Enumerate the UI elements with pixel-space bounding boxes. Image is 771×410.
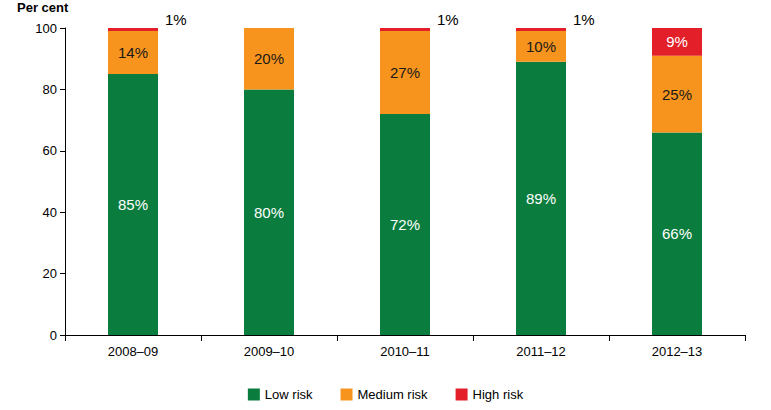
svg-text:Per cent: Per cent bbox=[17, 0, 69, 15]
svg-text:2011–12: 2011–12 bbox=[516, 344, 566, 359]
svg-text:20: 20 bbox=[43, 266, 57, 281]
svg-text:72%: 72% bbox=[390, 216, 420, 233]
svg-text:1%: 1% bbox=[437, 11, 459, 28]
svg-text:1%: 1% bbox=[165, 11, 187, 28]
svg-text:60: 60 bbox=[43, 143, 57, 158]
svg-text:0: 0 bbox=[50, 328, 57, 343]
svg-text:40: 40 bbox=[43, 205, 57, 220]
svg-text:80: 80 bbox=[43, 82, 57, 97]
svg-text:High risk: High risk bbox=[473, 387, 524, 402]
svg-text:10%: 10% bbox=[526, 38, 556, 55]
svg-text:2010–11: 2010–11 bbox=[380, 344, 430, 359]
svg-text:20%: 20% bbox=[254, 50, 284, 67]
svg-text:Medium risk: Medium risk bbox=[358, 387, 429, 402]
svg-text:89%: 89% bbox=[526, 190, 556, 207]
svg-text:9%: 9% bbox=[666, 33, 688, 50]
svg-text:66%: 66% bbox=[662, 225, 692, 242]
svg-text:1%: 1% bbox=[573, 11, 595, 28]
svg-text:80%: 80% bbox=[254, 204, 284, 221]
svg-text:2012–13: 2012–13 bbox=[652, 344, 703, 359]
svg-text:27%: 27% bbox=[390, 64, 420, 81]
svg-text:2008–09: 2008–09 bbox=[108, 344, 159, 359]
svg-text:85%: 85% bbox=[118, 196, 148, 213]
svg-text:2009–10: 2009–10 bbox=[244, 344, 295, 359]
svg-text:25%: 25% bbox=[662, 86, 692, 103]
svg-text:14%: 14% bbox=[118, 44, 148, 61]
svg-text:Low risk: Low risk bbox=[265, 387, 313, 402]
svg-text:100: 100 bbox=[35, 21, 57, 36]
